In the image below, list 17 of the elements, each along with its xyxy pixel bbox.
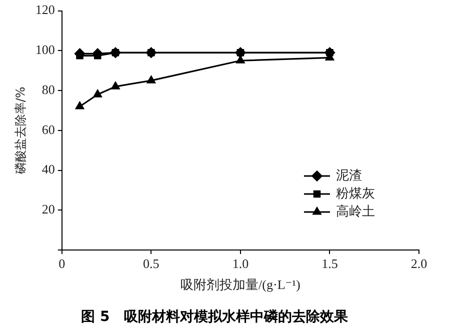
- y-tick-label: 60: [42, 122, 55, 137]
- y-tick-label: 120: [35, 2, 55, 18]
- y-tick-label: 100: [35, 42, 55, 58]
- legend-label: 粉煤灰: [336, 185, 375, 200]
- x-tick-label: 0: [58, 256, 66, 272]
- legend-label: 高岭土: [336, 203, 375, 218]
- x-tick-label: 1.0: [232, 256, 249, 272]
- text: 图 5 吸附材料对模拟水样中磷的去除效果: [81, 308, 349, 326]
- y-axis-title: 磷酸盐去除率/%: [13, 86, 28, 176]
- legend-label: 泥渣: [336, 167, 362, 182]
- x-tick-label: 0.5: [143, 256, 160, 272]
- x-axis-title: 吸附剂投加量/(g·L⁻¹): [180, 276, 300, 292]
- x-tick-label: 1.5: [322, 256, 338, 272]
- x-tick-label: 2.0: [410, 256, 428, 272]
- y-tick-label: 40: [42, 162, 55, 177]
- y-tick-label: 20: [42, 202, 55, 217]
- y-tick-label: 80: [42, 82, 55, 97]
